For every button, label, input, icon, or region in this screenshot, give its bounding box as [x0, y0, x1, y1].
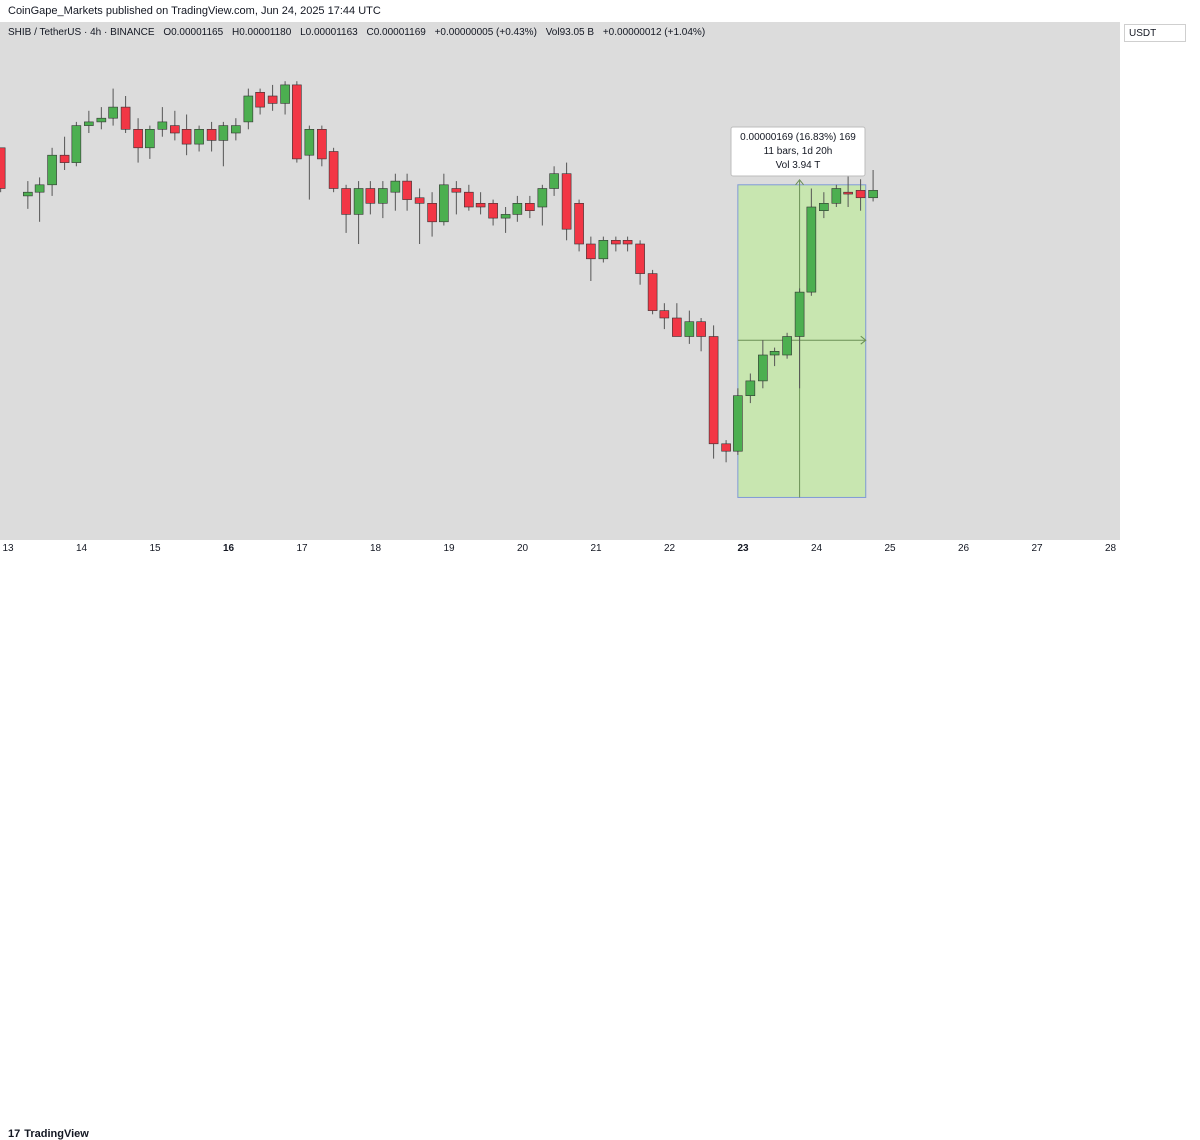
tradingview-logo-icon: 17	[8, 1128, 21, 1140]
chart-area[interactable]	[0, 22, 1120, 540]
price-axis[interactable]	[1120, 22, 1200, 540]
footer: 17 TradingView	[0, 562, 1200, 1140]
ohlc-high: H0.00001180	[231, 27, 292, 38]
tradingview-logo[interactable]: 17 TradingView	[8, 1128, 89, 1140]
ohlc-change: +0.00000005 (+0.43%)	[434, 27, 537, 38]
extra-change: +0.00000012 (+1.04%)	[602, 27, 706, 38]
ohlc-low: L0.00001163	[300, 27, 358, 38]
symbol-legend: SHIB / TetherUS · 4h · BINANCE O0.000011…	[8, 27, 711, 38]
volume-value: Vol93.05 B	[545, 27, 595, 38]
tradingview-logo-text: TradingView	[24, 1128, 89, 1140]
ohlc-open: O0.00001165	[163, 27, 224, 38]
time-axis[interactable]	[0, 540, 1120, 562]
currency-selector[interactable]: USDT	[1124, 24, 1186, 42]
ohlc-close: C0.00001169	[366, 27, 426, 38]
publisher-bar: CoinGape_Markets published on TradingVie…	[0, 0, 1200, 22]
publisher-line: CoinGape_Markets published on TradingVie…	[8, 5, 381, 17]
symbol-name[interactable]: SHIB / TetherUS · 4h · BINANCE	[8, 27, 155, 38]
